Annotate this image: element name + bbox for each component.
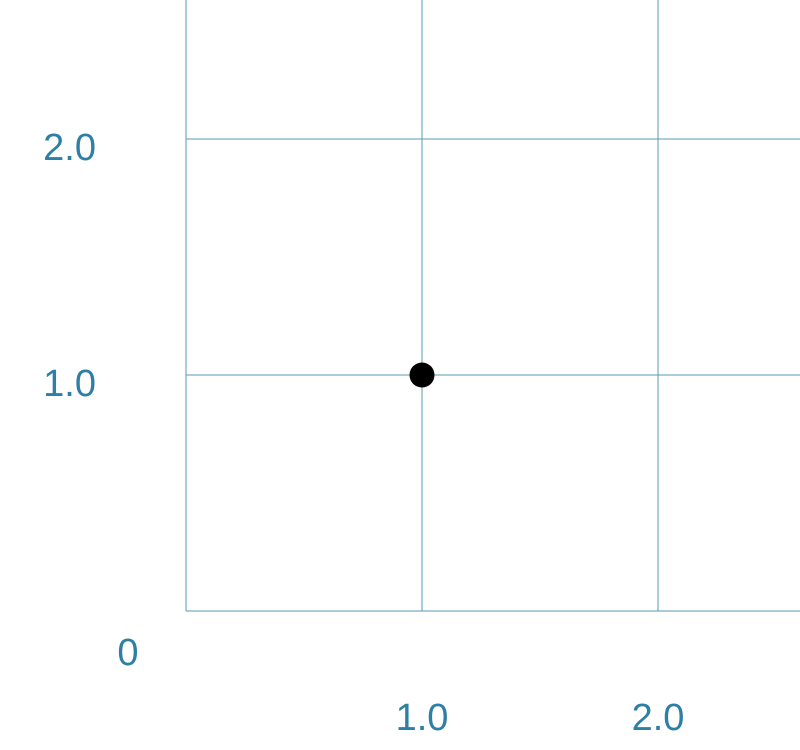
origin-label: 0 [117,632,138,674]
y-tick-labels: 1.0 2.0 [43,127,96,405]
y-tick-label-1: 1.0 [43,363,96,405]
data-point-1 [409,362,435,388]
grid-lines [186,0,800,611]
axis-lines [185,0,800,612]
data-points [409,362,435,388]
x-tick-label-2: 2.0 [632,697,685,739]
y-tick-label-2: 2.0 [43,127,96,169]
x-tick-labels: 1.0 2.0 [396,697,685,739]
x-tick-label-1: 1.0 [396,697,449,739]
